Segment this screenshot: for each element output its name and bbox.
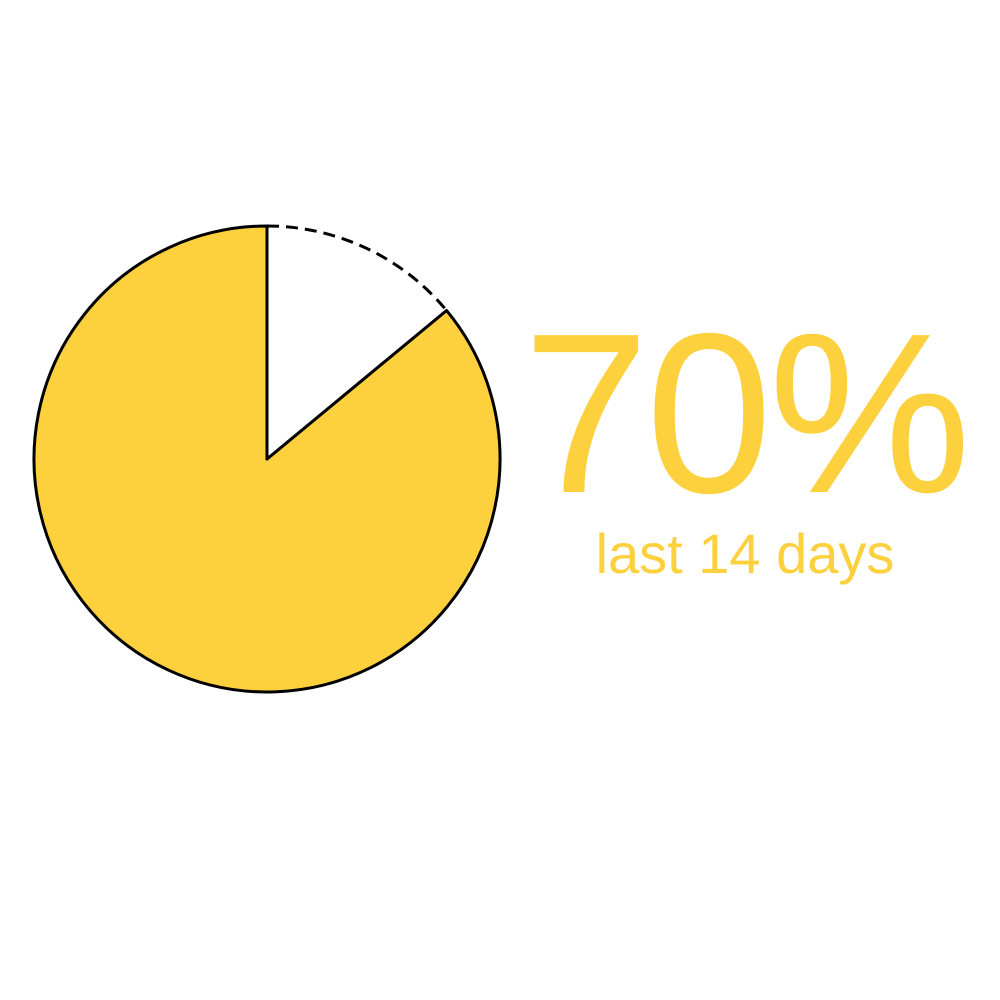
pie-slice-empty-edges [265, 226, 448, 461]
pie-slice-empty-arc [266, 224, 448, 312]
stat-caption: last 14 days [595, 522, 895, 585]
pie-slice-empty [267, 226, 447, 459]
stat-value: 70% [522, 287, 971, 541]
